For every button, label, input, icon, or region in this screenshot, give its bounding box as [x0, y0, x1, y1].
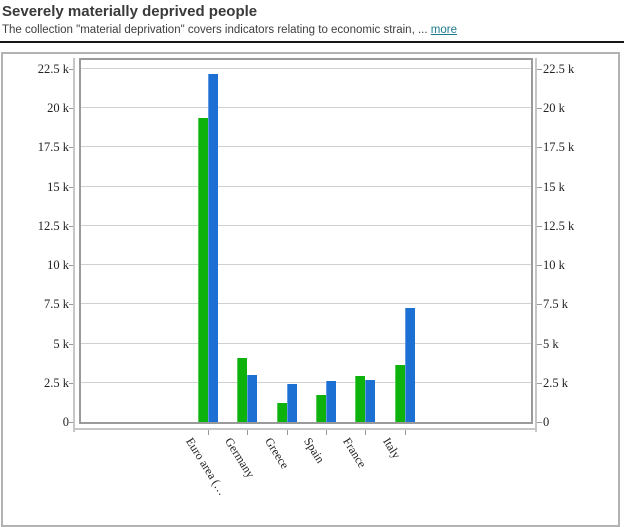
y-tick-label-right-9: 22.5 k [543, 61, 575, 76]
bar-greece-series-1 [276, 403, 287, 422]
y-tick-label-left-7: 17.5 k [37, 140, 69, 155]
more-link[interactable]: more [430, 24, 457, 36]
x-tick-mark-euroarea [208, 430, 209, 435]
x-axis-label-germany: Germany [222, 435, 258, 481]
x-tick-mark-spain [325, 430, 327, 435]
y-tick-mark-right-4 [537, 265, 542, 266]
y-tick-mark-left-1 [69, 382, 74, 384]
bar-spain-series-1 [315, 395, 326, 422]
y-tick-label-left-6: 15 k [47, 179, 69, 194]
gridline-10 [81, 264, 531, 265]
y-tick-label-right-4: 10 k [543, 258, 565, 272]
bar-germany-series-2 [247, 375, 258, 422]
y-tick-label-right-8: 20 k [543, 101, 565, 115]
bar-spain-series-2 [325, 381, 336, 422]
x-tick-mark-greece [286, 430, 288, 435]
x-axis-label-france: France [340, 435, 370, 471]
gridline-2.5 [81, 381, 531, 383]
y-tick-label-left-1: 2.5 k [44, 375, 69, 390]
y-tick-label-left-3: 7.5 k [44, 297, 69, 312]
y-tick-label-left-4: 10 k [47, 258, 69, 272]
y-tick-mark-left-4 [69, 265, 74, 266]
y-axis-line-right [535, 58, 537, 432]
y-tick-mark-right-0 [537, 422, 542, 423]
y-tick-mark-right-9 [537, 68, 542, 70]
bar-italy-series-1 [394, 365, 405, 422]
y-tick-label-right-6: 15 k [543, 179, 565, 194]
y-tick-mark-left-6 [69, 186, 74, 188]
y-tick-label-right-0: 0 [543, 415, 550, 429]
page-title: Severely materially deprived people [2, 3, 258, 20]
y-tick-label-left-5: 12.5 k [37, 218, 69, 233]
y-tick-mark-right-8 [537, 108, 542, 109]
gridline-5 [81, 342, 531, 344]
bar-france-series-1 [355, 376, 366, 422]
y-axis-line-left [73, 58, 75, 432]
y-tick-mark-left-0 [69, 422, 74, 423]
gridline-7.5 [81, 303, 531, 305]
y-tick-label-right-1: 2.5 k [543, 375, 568, 390]
y-tick-mark-left-3 [69, 304, 74, 306]
bar-germany-series-1 [237, 358, 248, 422]
gridline-15 [81, 185, 531, 187]
x-axis-line [73, 428, 537, 430]
x-axis-label-italy: Italy [379, 435, 404, 462]
y-tick-mark-left-2 [69, 343, 74, 345]
x-tick-mark-italy [404, 430, 406, 435]
x-axis-label-greece: Greece [261, 435, 292, 472]
y-tick-label-right-5: 12.5 k [543, 218, 575, 233]
y-tick-mark-left-5 [69, 225, 74, 227]
plot-area [79, 58, 533, 424]
bar-euroarea-series-1 [198, 118, 208, 422]
y-tick-label-right-2: 5 k [543, 336, 559, 351]
x-axis-label-spain: Spain [301, 435, 328, 466]
bar-italy-series-2 [404, 308, 415, 422]
y-tick-mark-left-7 [69, 147, 74, 149]
y-tick-mark-left-8 [69, 108, 74, 109]
description-text: The collection "material deprivation" co… [2, 24, 428, 36]
y-tick-mark-right-7 [537, 147, 542, 149]
y-tick-mark-left-9 [69, 68, 74, 70]
x-tick-mark-germany [247, 430, 249, 435]
y-tick-label-left-0: 0 [62, 415, 69, 429]
y-tick-label-right-7: 17.5 k [543, 140, 575, 155]
y-tick-mark-right-3 [537, 304, 542, 306]
chart-panel: 0 0 2.5 k 2.5 k 5 k 5 k 7.5 k 7.5 k 10 k 10 k 12.5… [1, 52, 620, 527]
y-tick-mark-right-1 [537, 382, 542, 384]
bar-france-series-2 [365, 380, 376, 422]
y-tick-mark-right-5 [537, 225, 542, 227]
plot-area-inner [81, 60, 531, 422]
gridline-17.5 [81, 146, 531, 148]
gridline-20 [81, 107, 531, 108]
gridline-22.5 [81, 67, 531, 69]
y-tick-label-left-2: 5 k [53, 336, 69, 351]
gridline-12.5 [81, 224, 531, 226]
x-tick-mark-france [365, 430, 367, 435]
y-tick-mark-right-6 [537, 186, 542, 188]
header-divider [0, 41, 624, 43]
y-tick-label-left-9: 22.5 k [37, 61, 69, 76]
bar-euroarea-series-2 [208, 74, 218, 422]
y-tick-label-right-3: 7.5 k [543, 297, 568, 312]
page-header: Severely materially deprived people The … [0, 3, 624, 36]
bar-greece-series-2 [286, 384, 297, 422]
y-tick-mark-right-2 [537, 343, 542, 345]
y-tick-label-left-8: 20 k [47, 101, 69, 115]
chart-description: The collection "material deprivation" co… [2, 24, 624, 36]
